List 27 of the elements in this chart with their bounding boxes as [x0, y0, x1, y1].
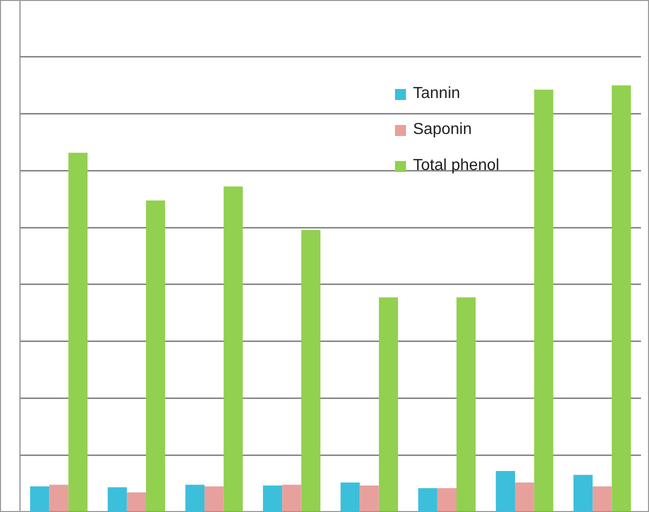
- bar: [126, 492, 146, 512]
- bar: [30, 486, 50, 512]
- bar: [282, 484, 302, 512]
- bar: [204, 486, 224, 512]
- bar: [301, 230, 320, 512]
- bar: [418, 488, 438, 512]
- bar: [185, 484, 204, 512]
- bar: [378, 297, 398, 512]
- bar: [262, 486, 282, 512]
- bar: [49, 484, 68, 512]
- legend-label: Tannin: [413, 85, 460, 103]
- bar: [437, 488, 457, 512]
- bar: [573, 474, 593, 512]
- legend-label: Saponin: [413, 121, 472, 139]
- bar: [456, 297, 476, 512]
- bar: [340, 482, 360, 512]
- bar: [534, 90, 554, 512]
- bar: [360, 486, 379, 512]
- bar: [612, 85, 631, 512]
- bar: [496, 471, 515, 512]
- bar: [146, 200, 166, 512]
- legend-label: Total phenol: [413, 157, 500, 175]
- bar: [592, 486, 612, 512]
- bar: [224, 186, 243, 512]
- bar: [108, 487, 127, 512]
- bar: [68, 152, 88, 512]
- bar: [514, 482, 534, 512]
